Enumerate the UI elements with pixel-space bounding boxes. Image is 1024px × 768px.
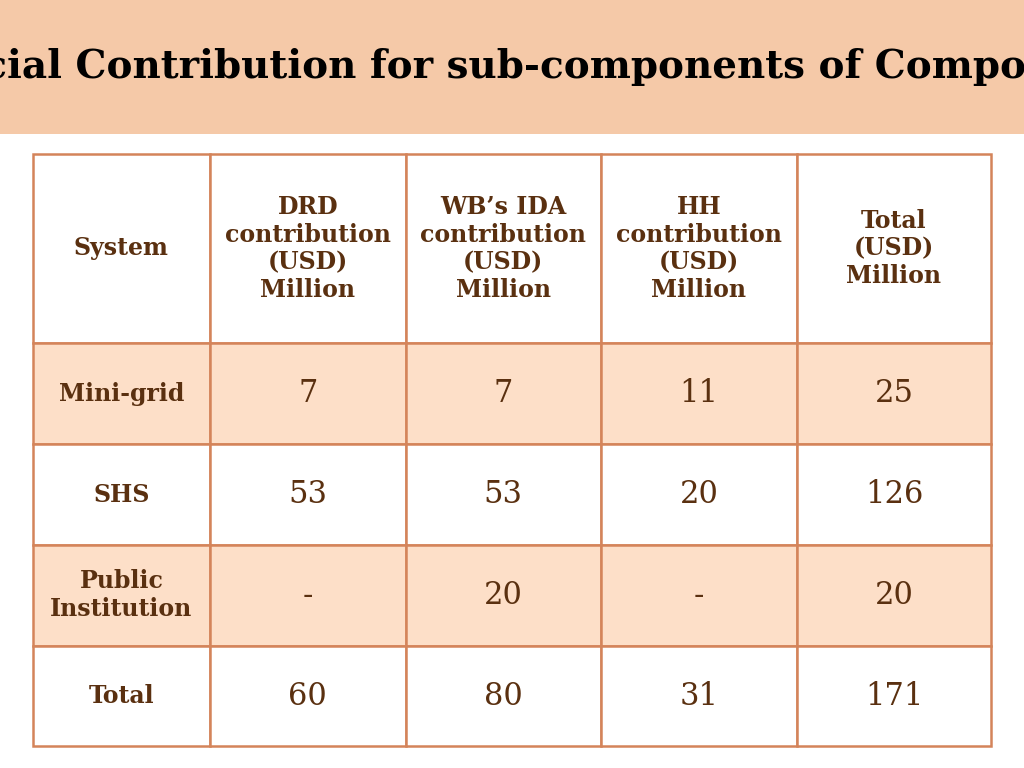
- Bar: [601, 343, 797, 444]
- Text: DRD
contribution
(USD)
Million: DRD contribution (USD) Million: [225, 195, 391, 302]
- Bar: [406, 154, 601, 343]
- Text: 126: 126: [864, 479, 923, 510]
- Text: 20: 20: [484, 580, 523, 611]
- Bar: [33, 646, 210, 746]
- Bar: [210, 154, 406, 343]
- Text: 171: 171: [864, 680, 923, 712]
- Text: 11: 11: [679, 378, 719, 409]
- Text: Total: Total: [89, 684, 155, 708]
- Bar: [797, 154, 991, 343]
- Bar: [406, 343, 601, 444]
- Bar: [797, 545, 991, 646]
- Text: -: -: [303, 580, 313, 611]
- Bar: [33, 545, 210, 646]
- Bar: [210, 444, 406, 545]
- Text: 31: 31: [679, 680, 719, 712]
- Text: 53: 53: [289, 479, 328, 510]
- Text: 7: 7: [494, 378, 513, 409]
- Bar: [33, 154, 210, 343]
- Bar: [601, 154, 797, 343]
- Bar: [33, 444, 210, 545]
- Text: Public
Institution: Public Institution: [50, 569, 193, 621]
- FancyBboxPatch shape: [0, 0, 1024, 134]
- Text: Financial Contribution for sub-components of Component 2: Financial Contribution for sub-component…: [0, 48, 1024, 86]
- Text: 20: 20: [874, 580, 913, 611]
- Bar: [601, 646, 797, 746]
- Text: 60: 60: [289, 680, 328, 712]
- Bar: [601, 545, 797, 646]
- Text: 53: 53: [484, 479, 523, 510]
- Text: Mini-grid: Mini-grid: [58, 382, 184, 406]
- Bar: [406, 646, 601, 746]
- Bar: [210, 545, 406, 646]
- Bar: [797, 444, 991, 545]
- Text: -: -: [693, 580, 705, 611]
- Bar: [797, 646, 991, 746]
- Text: SHS: SHS: [93, 482, 150, 507]
- Bar: [210, 343, 406, 444]
- Bar: [601, 444, 797, 545]
- Bar: [406, 545, 601, 646]
- Bar: [210, 646, 406, 746]
- Text: 80: 80: [484, 680, 522, 712]
- Text: 7: 7: [298, 378, 317, 409]
- Text: 25: 25: [874, 378, 913, 409]
- Text: 20: 20: [680, 479, 719, 510]
- Text: Total
(USD)
Million: Total (USD) Million: [847, 209, 941, 288]
- Bar: [797, 343, 991, 444]
- Bar: [33, 343, 210, 444]
- Text: HH
contribution
(USD)
Million: HH contribution (USD) Million: [616, 195, 782, 302]
- Bar: [406, 444, 601, 545]
- Text: WB’s IDA
contribution
(USD)
Million: WB’s IDA contribution (USD) Million: [421, 195, 587, 302]
- Text: System: System: [74, 237, 169, 260]
